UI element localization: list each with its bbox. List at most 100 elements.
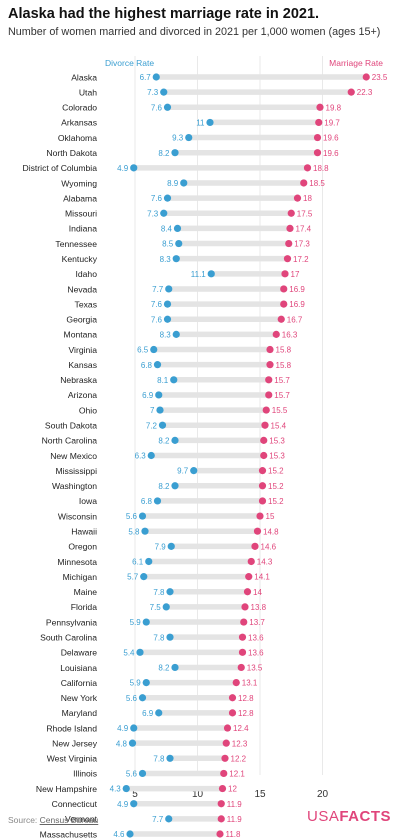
marriage-dot — [217, 815, 225, 823]
marriage-dot — [272, 330, 280, 338]
divorce-value-label: 8.2 — [158, 436, 170, 445]
divorce-dot — [171, 663, 179, 672]
divorce-value-label: 7.8 — [153, 754, 165, 763]
divorce-dot — [138, 769, 147, 778]
marriage-value-label: 17 — [291, 270, 300, 279]
marriage-value-label: 15.7 — [274, 376, 290, 385]
state-label: Iowa — [79, 496, 97, 506]
divorce-dot — [171, 436, 179, 444]
marriage-dot — [220, 769, 228, 778]
divorce-dot — [147, 451, 155, 460]
state-label: Alaska — [71, 72, 97, 82]
state-label: New York — [61, 693, 98, 703]
state-label: Oklahoma — [58, 133, 97, 143]
marriage-dot — [285, 239, 293, 248]
divorce-value-label: 6.8 — [141, 361, 153, 370]
legend-marriage-rate: Marriage Rate — [329, 58, 383, 68]
marriage-dot — [280, 300, 288, 308]
marriage-dot — [243, 588, 252, 596]
marriage-dot — [251, 542, 259, 550]
marriage-value-label: 12.8 — [238, 694, 254, 703]
marriage-dot — [293, 194, 302, 202]
divorce-dot — [142, 679, 150, 687]
marriage-dot — [258, 467, 267, 475]
divorce-dot — [130, 164, 138, 172]
chart-title: Alaska had the highest marriage rate in … — [8, 6, 320, 22]
divorce-value-label: 7.3 — [147, 209, 159, 218]
state-label: Montana — [64, 330, 98, 340]
state-label: Indiana — [69, 224, 97, 234]
divorce-value-label: 8.3 — [160, 330, 172, 339]
divorce-value-label: 7.6 — [151, 194, 163, 203]
divorce-value-label: 8.2 — [158, 482, 170, 491]
marriage-value-label: 16.9 — [289, 285, 305, 294]
divorce-value-label: 8.3 — [160, 255, 172, 264]
divorce-value-label: 7.2 — [146, 421, 158, 430]
divorce-dot — [138, 694, 147, 702]
marriage-value-label: 15.3 — [269, 452, 285, 461]
divorce-value-label: 9.3 — [172, 134, 184, 143]
divorce-value-label: 4.8 — [116, 739, 128, 748]
marriage-dot — [223, 724, 232, 732]
marriage-dot — [221, 754, 229, 762]
divorce-dot — [185, 133, 193, 142]
marriage-value-label: 18.5 — [309, 179, 325, 188]
state-label: West Virginia — [47, 754, 98, 764]
marriage-dot — [256, 512, 264, 520]
source-prefix: Source: — [8, 815, 40, 825]
divorce-dot — [175, 239, 183, 248]
state-label: Wisconsin — [58, 511, 97, 521]
divorce-dot — [152, 73, 160, 81]
state-label: Louisiana — [60, 663, 97, 673]
marriage-dot — [240, 618, 248, 626]
divorce-value-label: 8.9 — [167, 179, 179, 188]
divorce-value-label: 5.6 — [126, 770, 138, 779]
marriage-dot — [362, 73, 370, 81]
state-label: South Carolina — [40, 632, 97, 642]
marriage-value-label: 19.7 — [324, 119, 340, 128]
state-label: Arkansas — [61, 118, 97, 128]
marriage-value-label: 23.5 — [372, 73, 388, 82]
divorce-dot — [163, 103, 172, 111]
divorce-dot — [150, 345, 158, 354]
divorce-value-label: 7.7 — [152, 285, 164, 294]
divorce-dot — [163, 194, 172, 202]
marriage-value-label: 16.9 — [289, 300, 305, 309]
state-label: Maryland — [62, 708, 98, 718]
divorce-dot — [145, 557, 153, 566]
marriage-dot — [217, 800, 225, 808]
marriage-value-label: 15.5 — [272, 406, 288, 415]
divorce-dot — [130, 800, 138, 808]
marriage-dot — [262, 406, 270, 414]
divorce-dot — [141, 527, 149, 535]
state-label: District of Columbia — [23, 163, 98, 173]
divorce-dot — [172, 255, 180, 263]
state-label: Virginia — [68, 345, 97, 355]
marriage-value-label: 12.4 — [233, 724, 249, 733]
marriage-dot — [260, 436, 268, 444]
marriage-value-label: 14 — [253, 588, 262, 597]
state-label: Utah — [79, 87, 97, 97]
marriage-value-label: 19.6 — [323, 134, 339, 143]
marriage-dot — [347, 88, 355, 96]
state-label: New Jersey — [52, 738, 98, 748]
marriage-dot — [258, 482, 267, 490]
marriage-value-label: 15.7 — [274, 391, 290, 400]
divorce-value-label: 4.9 — [117, 724, 129, 733]
marriage-value-label: 12.3 — [232, 739, 248, 748]
divorce-dot — [158, 421, 167, 429]
divorce-dot — [136, 648, 144, 656]
marriage-value-label: 16.3 — [282, 330, 298, 339]
source-link[interactable]: Census Bureau — [39, 815, 99, 825]
marriage-value-label: 12.1 — [229, 770, 245, 779]
divorce-value-label: 6.9 — [142, 391, 154, 400]
divorce-dot — [130, 724, 138, 732]
logo-facts: FACTS — [339, 808, 391, 825]
divorce-dot — [155, 391, 163, 399]
divorce-dot — [155, 709, 163, 717]
divorce-dot — [160, 88, 168, 96]
divorce-value-label: 8.2 — [158, 664, 170, 673]
divorce-value-label: 7.8 — [153, 588, 165, 597]
divorce-value-label: 7.6 — [151, 315, 163, 324]
marriage-dot — [283, 255, 292, 263]
